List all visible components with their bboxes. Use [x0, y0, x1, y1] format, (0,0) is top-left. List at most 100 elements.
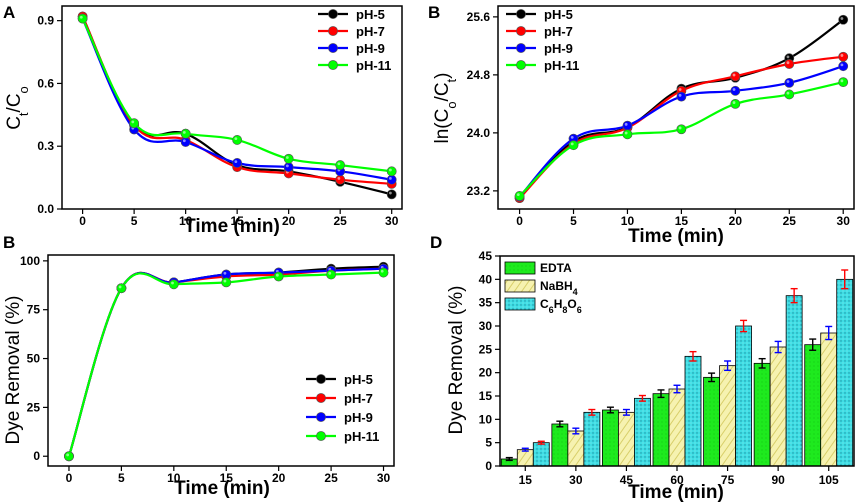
- x-tick-label: 5: [118, 471, 125, 485]
- data-point-highlight: [840, 79, 844, 83]
- y-tick-label: 20: [479, 366, 493, 380]
- data-point-ph-9: [838, 61, 849, 72]
- x-tick-label: 15: [675, 214, 689, 228]
- legend-marker: [328, 26, 338, 36]
- series-line-ph-9: [81, 18, 392, 181]
- x-tick-label: 30: [385, 214, 399, 228]
- data-point-highlight: [570, 142, 574, 146]
- data-point-ph-7: [730, 71, 741, 82]
- data-point-highlight: [786, 91, 790, 95]
- x-tick-label: 30: [569, 473, 583, 487]
- x-tick-label: 0: [516, 214, 523, 228]
- x-tick-label: 15: [220, 471, 234, 485]
- bar-edta: [551, 423, 569, 467]
- legend-label-ph-11: pH-11: [356, 58, 391, 73]
- x-tick-label: 25: [324, 471, 338, 485]
- legend-label-nabh4: NaBH4: [540, 279, 578, 297]
- legend-label-ph-11: pH-11: [544, 58, 579, 73]
- x-tick-label: 10: [167, 471, 181, 485]
- data-point-highlight: [131, 120, 135, 124]
- data-point-ph-9: [676, 91, 687, 102]
- panel-b-bottom-x-label: Time (min): [174, 478, 270, 499]
- data-point-highlight: [275, 273, 279, 277]
- data-point-highlight: [624, 122, 628, 126]
- legend-label-ph-5: pH-5: [344, 372, 373, 387]
- bar-c6h8o6: [785, 295, 803, 467]
- panel-letter-b-top: B: [428, 3, 440, 22]
- data-point-ph-11: [168, 279, 179, 290]
- y-tick-label: 0.3: [37, 139, 54, 153]
- x-tick-label: 20: [282, 214, 296, 228]
- data-point-highlight: [171, 281, 174, 285]
- panel-b-top-series: [514, 14, 849, 204]
- legend-label-ph-5: pH-5: [356, 7, 385, 22]
- bar-edta: [804, 344, 822, 467]
- data-point-ph-9: [784, 77, 795, 88]
- bar-c6h8o6: [634, 397, 651, 467]
- data-point-highlight: [337, 162, 341, 166]
- y-tick-label: 25.6: [467, 10, 491, 24]
- legend-label-ph-9: pH-9: [544, 41, 573, 56]
- data-point-ph-9: [180, 137, 191, 147]
- panel-a-x-label: Time (min): [184, 216, 280, 237]
- data-point-ph-11: [378, 267, 389, 278]
- data-point-highlight: [786, 61, 790, 65]
- data-point-ph-11: [273, 271, 284, 282]
- series-line-ph-11: [67, 271, 384, 457]
- y-tick-label: 25: [27, 400, 41, 414]
- y-tick-label: 24.0: [467, 126, 491, 140]
- y-tick-label: 25: [479, 342, 493, 356]
- data-point-ph-7: [335, 174, 346, 185]
- x-tick-label: 0: [79, 214, 86, 228]
- x-tick-label: 5: [570, 214, 577, 228]
- data-point-ph-11: [838, 77, 849, 88]
- legend-swatch-nabh4: [504, 279, 536, 293]
- bar-nabh4: [719, 365, 736, 467]
- legend-label-ph-5: pH-5: [544, 7, 573, 22]
- bar-nabh4: [516, 449, 534, 467]
- panel-b-top-legend: pH-5 pH-7 pH-9 pH-11: [506, 7, 579, 73]
- panel-d-x-label: Time (min): [628, 482, 724, 502]
- y-tick-label: 0: [485, 459, 492, 473]
- bar-c6h8o6: [532, 442, 550, 467]
- x-tick-label: 15: [519, 473, 533, 487]
- data-point-ph-11: [784, 89, 795, 100]
- data-point-highlight: [732, 88, 736, 91]
- data-point-ph-9: [730, 85, 741, 96]
- data-point-ph-11: [64, 451, 74, 462]
- x-tick-label: 10: [179, 214, 193, 228]
- data-point-highlight: [840, 17, 844, 20]
- legend-label-ph-9: pH-9: [356, 41, 385, 56]
- data-point-highlight: [285, 156, 289, 159]
- x-tick-label: 105: [819, 473, 839, 487]
- bar-edta: [753, 362, 771, 467]
- data-point-highlight: [223, 271, 227, 275]
- panel-a-y-label: Ct/Co: [4, 86, 31, 130]
- data-point-ph-11: [335, 160, 346, 170]
- data-point-highlight: [118, 285, 122, 289]
- series-line-ph-5: [67, 265, 384, 457]
- panel-d-ticks: 15 30 45 60 75 90 105 0 5 10 15 20 25 30 35 40 45: [479, 249, 839, 487]
- y-tick-label: 100: [20, 254, 40, 268]
- data-point-highlight: [678, 88, 682, 91]
- y-tick-label: 30: [479, 319, 493, 333]
- bar-nabh4: [769, 346, 787, 467]
- data-point-highlight: [388, 177, 392, 180]
- data-point-highlight: [234, 137, 238, 141]
- panel-b-top-x-label: Time (min): [628, 226, 724, 247]
- panel-b-top-plot-frame: [497, 5, 855, 210]
- x-tick-label: 30: [377, 471, 391, 485]
- legend-marker: [516, 60, 526, 70]
- data-point-ph-5: [386, 189, 397, 200]
- bar-nabh4: [567, 430, 585, 467]
- panel-d-chart: 15 30 45 60 75 90 105 0 5 10 15 20 25 30 35 40 45 Time (…: [446, 249, 855, 502]
- data-point-highlight: [840, 54, 844, 57]
- data-point-ph-11: [232, 135, 243, 145]
- x-tick-label: 75: [721, 473, 735, 487]
- data-point-highlight: [516, 193, 520, 197]
- panel-d-y-label: Dye Removal (%): [446, 286, 467, 435]
- y-tick-label: 23.2: [467, 184, 491, 198]
- x-tick-label: 60: [670, 473, 684, 487]
- data-point-ph-11: [116, 283, 127, 294]
- x-tick-label: 25: [334, 214, 348, 228]
